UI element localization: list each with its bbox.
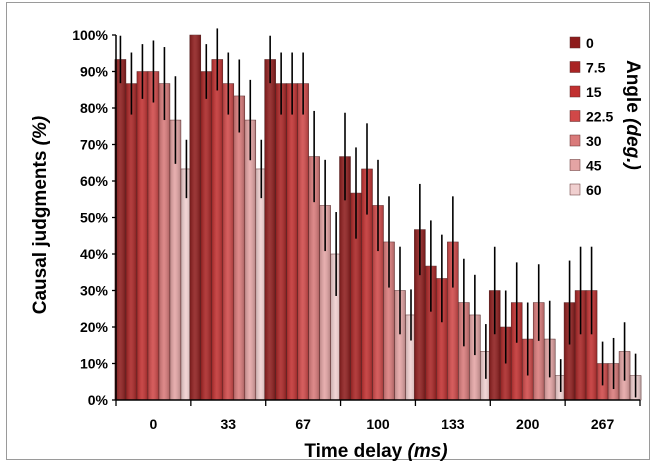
legend-swatch-22.5 bbox=[569, 110, 581, 122]
bar-shading bbox=[383, 241, 395, 400]
bar-shading bbox=[447, 241, 459, 400]
bar-shading bbox=[339, 156, 351, 400]
bar-shading bbox=[372, 205, 384, 400]
legend-label-22.5: 22.5 bbox=[586, 109, 613, 125]
bar-shading bbox=[244, 120, 256, 401]
x-axis-title: Time delay (ms) bbox=[304, 441, 447, 462]
bar-shading bbox=[297, 83, 309, 401]
legend-label-7.5: 7.5 bbox=[586, 60, 606, 76]
y-tick-label: 80% bbox=[80, 100, 109, 116]
bar-shading bbox=[275, 83, 287, 401]
legend-title: Angle (deg.) bbox=[622, 60, 643, 170]
y-tick-label: 60% bbox=[80, 173, 109, 189]
chart-frame bbox=[6, 2, 650, 460]
bar-shading bbox=[394, 290, 406, 400]
x-tick-label: 267 bbox=[591, 416, 615, 432]
bar-shading bbox=[264, 59, 276, 400]
y-tick-label: 10% bbox=[80, 356, 109, 372]
axes: 0% 10% 20% 30% 40% 50% 60% 70% 80% 90% 100% 0 33 67 10… bbox=[72, 27, 641, 432]
legend-swatch-60 bbox=[569, 183, 581, 196]
bar-shading bbox=[469, 314, 481, 400]
x-tick-label: 133 bbox=[441, 416, 465, 432]
legend-swatch-7.5 bbox=[569, 61, 581, 73]
bar-shading bbox=[586, 290, 598, 400]
legend-swatch-0 bbox=[569, 36, 581, 49]
y-tick-label: 70% bbox=[80, 137, 109, 153]
bar-shading bbox=[511, 302, 523, 400]
bar-shading bbox=[147, 71, 159, 400]
bar-shading bbox=[308, 156, 320, 400]
y-tick-label: 50% bbox=[80, 210, 109, 226]
bar-shading bbox=[169, 120, 181, 401]
legend-label-15: 15 bbox=[586, 84, 602, 100]
bar-shading bbox=[233, 95, 245, 400]
legend: 0 7.5 15 22.5 30 45 60 bbox=[569, 35, 613, 198]
y-tick-label: 20% bbox=[80, 319, 109, 335]
y-tick-label: 90% bbox=[80, 64, 109, 80]
bar-shading bbox=[200, 71, 212, 400]
bar-shading bbox=[414, 229, 426, 400]
bar-shading bbox=[330, 254, 342, 400]
bar-shading bbox=[489, 290, 501, 400]
x-tick-label: 33 bbox=[220, 416, 236, 432]
bar-shading bbox=[222, 83, 234, 401]
legend-label-45: 45 bbox=[586, 158, 602, 174]
bar-shading bbox=[114, 59, 126, 400]
bar-shading bbox=[458, 302, 470, 400]
y-axis-title: Causal judgments (%) bbox=[30, 116, 51, 315]
legend-label-0: 0 bbox=[586, 35, 594, 51]
bar-shading bbox=[125, 83, 137, 401]
bar-shading bbox=[319, 205, 331, 400]
x-tick-label: 100 bbox=[366, 416, 390, 432]
x-tick-label: 200 bbox=[516, 416, 540, 432]
bar-shading bbox=[564, 302, 576, 400]
bar-shading bbox=[180, 168, 192, 400]
bar-shading bbox=[436, 278, 448, 400]
error-bars bbox=[119, 28, 637, 398]
bar-shading bbox=[189, 35, 201, 400]
bar-shading bbox=[136, 71, 148, 400]
bar-shading bbox=[158, 83, 170, 401]
x-tick-label: 0 bbox=[150, 416, 158, 432]
legend-swatch-45 bbox=[569, 159, 581, 171]
y-tick-label: 40% bbox=[80, 246, 109, 262]
bar-shading bbox=[361, 168, 373, 400]
legend-label-60: 60 bbox=[586, 182, 602, 198]
x-tick-label: 67 bbox=[295, 416, 311, 432]
bar-shading bbox=[533, 302, 545, 400]
bar-shading bbox=[255, 168, 267, 400]
legend-label-30: 30 bbox=[586, 133, 602, 149]
y-tick-label: 100% bbox=[72, 27, 108, 43]
bar-shading bbox=[425, 266, 437, 400]
legend-swatch-30 bbox=[569, 134, 581, 147]
bar-shading bbox=[286, 83, 298, 401]
bar-shading bbox=[405, 314, 417, 400]
bar-shading bbox=[350, 193, 362, 400]
legend-swatch-15 bbox=[569, 85, 581, 98]
y-tick-label: 30% bbox=[80, 283, 109, 299]
bar-shading bbox=[575, 290, 587, 400]
y-tick-label: 0% bbox=[88, 392, 109, 408]
bar-shading bbox=[211, 59, 223, 400]
